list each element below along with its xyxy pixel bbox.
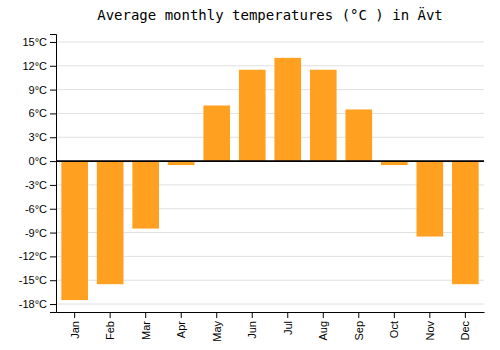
x-tick: Nov [424, 312, 436, 341]
y-tick-mark [50, 209, 56, 210]
y-tick-label: 9°C [29, 84, 48, 96]
x-tick-label: Jun [246, 321, 258, 339]
x-tick: Mar [140, 312, 152, 340]
x-tick-label: Apr [175, 321, 187, 338]
x-tick-label: Feb [104, 321, 116, 340]
x-tick-mark [252, 312, 253, 318]
x-tick-mark [465, 312, 466, 318]
x-tick-label: May [211, 321, 223, 342]
bar [239, 70, 266, 161]
bar [132, 161, 159, 229]
y-tick: -3°C [25, 179, 56, 191]
grid-line [56, 304, 484, 305]
x-tick-mark [429, 312, 430, 318]
grid-line [56, 161, 484, 162]
x-tick-label: Nov [424, 321, 436, 341]
x-tick: Sep [353, 312, 365, 341]
grid-line [56, 113, 484, 114]
y-tick: -9°C [25, 227, 56, 239]
bar [274, 58, 301, 161]
x-tick-mark [145, 312, 146, 318]
zero-line [56, 160, 484, 162]
y-tick-label: 0°C [29, 155, 48, 167]
grid [56, 42, 484, 304]
y-tick-mark [50, 66, 56, 67]
bar [97, 161, 124, 284]
x-tick-label: Oct [388, 321, 400, 338]
x-tick-label: Jul [282, 321, 294, 335]
y-tick-label: 6°C [29, 107, 48, 119]
y-tick-mark [50, 42, 56, 43]
x-tick: Jan [68, 312, 80, 339]
y-tick: 6°C [29, 107, 56, 119]
bar [452, 161, 479, 284]
x-tick: Dec [459, 312, 471, 341]
y-tick-mark [50, 137, 56, 138]
y-tick-mark [50, 113, 56, 114]
y-tick-label: -3°C [25, 179, 47, 191]
x-tick-label: Jan [68, 321, 80, 339]
x-tick-mark [181, 312, 182, 318]
y-tick-label: -9°C [25, 227, 47, 239]
title: Average monthly temperatures (°C ) in Äv… [97, 6, 443, 23]
y-tick: -6°C [25, 203, 56, 215]
grid-line [56, 137, 484, 138]
marks [56, 58, 484, 300]
y-tick-label: -12°C [19, 250, 47, 262]
x-tick: Jun [246, 312, 258, 339]
y-tick-label: -15°C [19, 274, 47, 286]
y-tick-label: -6°C [25, 203, 47, 215]
x-tick: Oct [388, 312, 400, 338]
y-tick-label: 3°C [29, 131, 48, 143]
x-tick-mark [394, 312, 395, 318]
bar [61, 161, 88, 300]
y-tick: 9°C [29, 84, 56, 96]
y-tick-label: 12°C [22, 60, 47, 72]
y-tick-label: -18°C [19, 298, 47, 310]
x-tick: Apr [175, 312, 187, 338]
x-tick-mark [74, 312, 75, 318]
x-tick: Aug [317, 312, 329, 341]
grid-line [56, 41, 484, 42]
plot: -18°C -15°C -12°C -9°C -6°C -3°C 0°C 3°C 6°C 9°C 1… [19, 35, 485, 342]
y-tick-mark [50, 233, 56, 234]
x-tick-mark [287, 312, 288, 318]
x-tick-mark [216, 312, 217, 318]
y-tick: 12°C [22, 60, 56, 72]
x-axis: Jan Feb Mar Apr May Jun Jul Aug Sep Oct Nov Dec [57, 312, 485, 342]
x-tick-label: Sep [353, 321, 365, 341]
bar [345, 109, 372, 161]
y-tick-mark [50, 280, 56, 281]
x-tick-mark [323, 312, 324, 318]
y-tick-mark [50, 90, 56, 91]
x-tick: May [211, 312, 223, 342]
y-tick: 0°C [29, 155, 56, 167]
grid-line [56, 65, 484, 66]
bar [203, 105, 230, 161]
x-tick-mark [110, 312, 111, 318]
y-tick-mark [50, 161, 56, 162]
y-tick: -18°C [19, 298, 56, 310]
y-tick: 15°C [22, 36, 56, 48]
y-axis-line [50, 35, 57, 313]
x-tick-mark [358, 312, 359, 318]
y-axis: -18°C -15°C -12°C -9°C -6°C -3°C 0°C 3°C 6°C 9°C 1… [19, 35, 57, 313]
y-tick-mark [50, 256, 56, 257]
y-tick: -12°C [19, 250, 56, 262]
y-tick-mark [50, 185, 56, 186]
x-axis-line [57, 312, 485, 313]
y-tick: 3°C [29, 131, 56, 143]
bar [417, 161, 444, 236]
y-tick: -15°C [19, 274, 56, 286]
bar [310, 70, 337, 161]
y-tick-label: 15°C [22, 36, 47, 48]
chart: -18°C -15°C -12°C -9°C -6°C -3°C 0°C 3°C 6°C 9°C 1… [0, 0, 500, 350]
x-tick: Jul [282, 312, 294, 335]
x-tick-label: Aug [317, 321, 329, 341]
x-tick-label: Mar [140, 321, 152, 340]
y-tick-mark [50, 304, 56, 305]
x-tick: Feb [104, 312, 116, 340]
grid-line [56, 89, 484, 90]
x-tick-label: Dec [459, 321, 471, 341]
